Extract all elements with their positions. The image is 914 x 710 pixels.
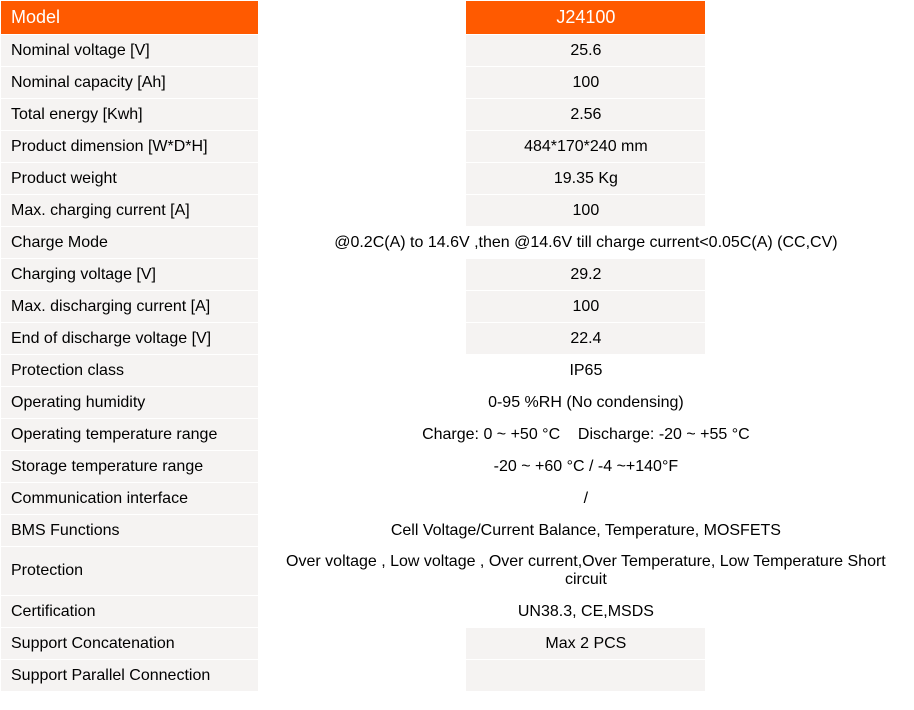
table-row: Support Parallel Connection bbox=[1, 660, 914, 692]
table-row: Protection classIP65 bbox=[1, 355, 914, 387]
gap bbox=[258, 291, 466, 323]
row-value: / bbox=[258, 483, 913, 515]
table-row: Product dimension [W*D*H] 484*170*240 mm bbox=[1, 131, 914, 163]
gap bbox=[706, 660, 914, 692]
gap bbox=[706, 99, 914, 131]
gap bbox=[706, 35, 914, 67]
row-label: Storage temperature range bbox=[1, 451, 259, 483]
spec-table-body: ModelJ24100Nominal voltage [V]25.6Nomina… bbox=[1, 1, 914, 692]
row-value: UN38.3, CE,MSDS bbox=[258, 596, 913, 628]
gap bbox=[258, 195, 466, 227]
row-label: BMS Functions bbox=[1, 515, 259, 547]
row-value: Max 2 PCS bbox=[466, 628, 706, 660]
row-label: End of discharge voltage [V] bbox=[1, 323, 259, 355]
gap bbox=[706, 131, 914, 163]
gap bbox=[706, 195, 914, 227]
gap bbox=[258, 99, 466, 131]
header-value: J24100 bbox=[466, 1, 706, 35]
table-row: Product weight 19.35 Kg bbox=[1, 163, 914, 195]
table-row: Max. charging current [A] 100 bbox=[1, 195, 914, 227]
table-row: ProtectionOver voltage , Low voltage , O… bbox=[1, 547, 914, 596]
gap bbox=[258, 131, 466, 163]
row-label: Product dimension [W*D*H] bbox=[1, 131, 259, 163]
gap bbox=[706, 163, 914, 195]
gap bbox=[258, 660, 466, 692]
table-row: Charge Mode@0.2C(A) to 14.6V ,then @14.6… bbox=[1, 227, 914, 259]
row-label: Protection bbox=[1, 547, 259, 596]
row-label: Support Parallel Connection bbox=[1, 660, 259, 692]
table-row: Max. discharging current [A] 100 bbox=[1, 291, 914, 323]
table-row: Charging voltage [V] 29.2 bbox=[1, 259, 914, 291]
row-label: Protection class bbox=[1, 355, 259, 387]
row-value: Cell Voltage/Current Balance, Temperatur… bbox=[258, 515, 913, 547]
row-value: 2.56 bbox=[466, 99, 706, 131]
row-label: Product weight bbox=[1, 163, 259, 195]
row-value: 29.2 bbox=[466, 259, 706, 291]
table-row: Storage temperature range-20 ~ +60 °C / … bbox=[1, 451, 914, 483]
header-label: Model bbox=[1, 1, 259, 35]
row-value: 484*170*240 mm bbox=[466, 131, 706, 163]
row-label: Max. discharging current [A] bbox=[1, 291, 259, 323]
row-label: Nominal voltage [V] bbox=[1, 35, 259, 67]
table-row: Operating temperature rangeCharge: 0 ~ +… bbox=[1, 419, 914, 451]
row-value: Over voltage , Low voltage , Over curren… bbox=[258, 547, 913, 596]
row-label: Communication interface bbox=[1, 483, 259, 515]
table-row: Nominal capacity [Ah] 100 bbox=[1, 67, 914, 99]
gap bbox=[706, 323, 914, 355]
row-label: Nominal capacity [Ah] bbox=[1, 67, 259, 99]
row-label: Total energy [Kwh] bbox=[1, 99, 259, 131]
table-row: Communication interface/ bbox=[1, 483, 914, 515]
table-row: End of discharge voltage [V] 22.4 bbox=[1, 323, 914, 355]
gap bbox=[706, 291, 914, 323]
header-row: Model J24100 bbox=[1, 1, 914, 35]
gap bbox=[258, 628, 466, 660]
row-value bbox=[466, 660, 706, 692]
row-value: -20 ~ +60 °C / -4 ~+140°F bbox=[258, 451, 913, 483]
row-value: 0-95 %RH (No condensing) bbox=[258, 387, 913, 419]
gap bbox=[258, 259, 466, 291]
gap bbox=[706, 628, 914, 660]
table-row: CertificationUN38.3, CE,MSDS bbox=[1, 596, 914, 628]
table-row: BMS FunctionsCell Voltage/Current Balanc… bbox=[1, 515, 914, 547]
gap bbox=[258, 163, 466, 195]
row-value: @0.2C(A) to 14.6V ,then @14.6V till char… bbox=[258, 227, 913, 259]
row-value: 25.6 bbox=[466, 35, 706, 67]
row-value: Charge: 0 ~ +50 °C Discharge: -20 ~ +55 … bbox=[258, 419, 913, 451]
gap bbox=[258, 1, 466, 35]
table-row: Total energy [Kwh] 2.56 bbox=[1, 99, 914, 131]
row-value: 100 bbox=[466, 67, 706, 99]
row-label: Operating humidity bbox=[1, 387, 259, 419]
row-value: 19.35 Kg bbox=[466, 163, 706, 195]
row-label: Certification bbox=[1, 596, 259, 628]
row-label: Operating temperature range bbox=[1, 419, 259, 451]
table-row: Support Concatenation Max 2 PCS bbox=[1, 628, 914, 660]
gap bbox=[258, 35, 466, 67]
spec-table: ModelJ24100Nominal voltage [V]25.6Nomina… bbox=[0, 0, 914, 692]
row-label: Max. charging current [A] bbox=[1, 195, 259, 227]
row-value: 100 bbox=[466, 291, 706, 323]
row-value: IP65 bbox=[258, 355, 913, 387]
row-value: 22.4 bbox=[466, 323, 706, 355]
gap bbox=[706, 259, 914, 291]
gap bbox=[258, 67, 466, 99]
table-row: Nominal voltage [V] 25.6 bbox=[1, 35, 914, 67]
row-label: Charge Mode bbox=[1, 227, 259, 259]
row-value: 100 bbox=[466, 195, 706, 227]
gap bbox=[706, 67, 914, 99]
row-label: Support Concatenation bbox=[1, 628, 259, 660]
gap bbox=[706, 1, 914, 35]
row-label: Charging voltage [V] bbox=[1, 259, 259, 291]
table-row: Operating humidity0-95 %RH (No condensin… bbox=[1, 387, 914, 419]
gap bbox=[258, 323, 466, 355]
